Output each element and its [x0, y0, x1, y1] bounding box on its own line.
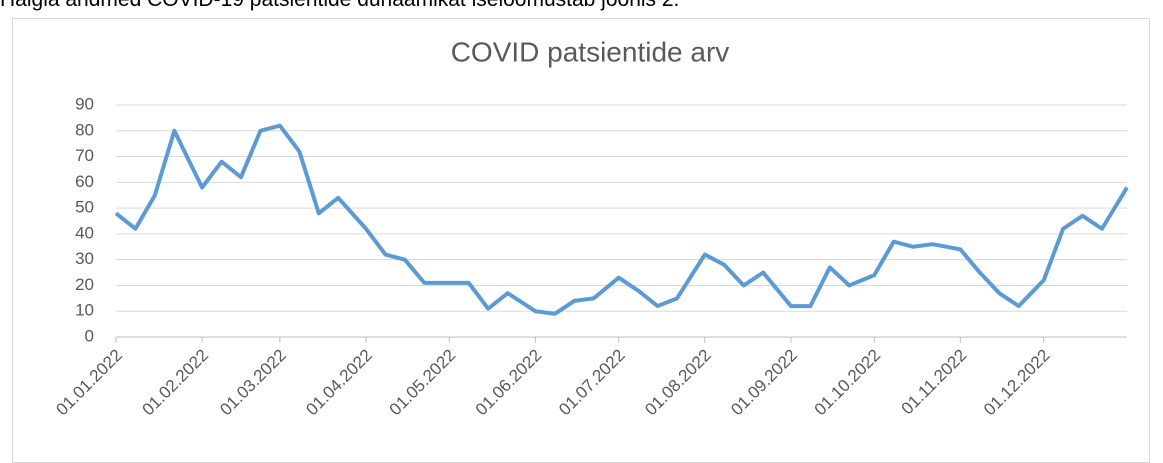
data-line [114, 123, 1129, 316]
y-tick-label: 30 [75, 249, 94, 268]
x-tick-label: 01.02.2022 [138, 346, 212, 420]
intro-text: Haigla andmed COVID-19 patsientide dünaa… [0, 0, 679, 12]
y-tick-label: 90 [75, 94, 94, 113]
x-tick-label: 01.09.2022 [727, 346, 801, 420]
y-tick-label: 0 [85, 326, 94, 345]
x-tick-label: 01.06.2022 [472, 346, 546, 420]
x-tick-label: 01.05.2022 [386, 346, 460, 420]
y-tick-label: 50 [75, 198, 94, 217]
x-tick-label: 01.11.2022 [898, 346, 971, 419]
x-tick-label: 01.01.2022 [52, 346, 126, 420]
y-tick-label: 80 [75, 120, 94, 139]
x-tick-label: 01.12.2022 [980, 346, 1054, 420]
x-tick-label: 01.07.2022 [555, 346, 629, 420]
chart-title: COVID patsientide arv [451, 36, 730, 67]
y-tick-label: 10 [75, 301, 94, 320]
x-tick-label: 01.08.2022 [641, 346, 715, 420]
x-tick-label: 01.04.2022 [302, 346, 376, 420]
y-tick-label: 40 [75, 223, 94, 242]
y-tick-label: 70 [75, 146, 94, 165]
x-tick-label: 01.03.2022 [216, 346, 290, 420]
y-tick-label: 60 [75, 172, 94, 191]
y-tick-label: 20 [75, 275, 94, 294]
x-tick-label: 01.10.2022 [811, 346, 885, 420]
